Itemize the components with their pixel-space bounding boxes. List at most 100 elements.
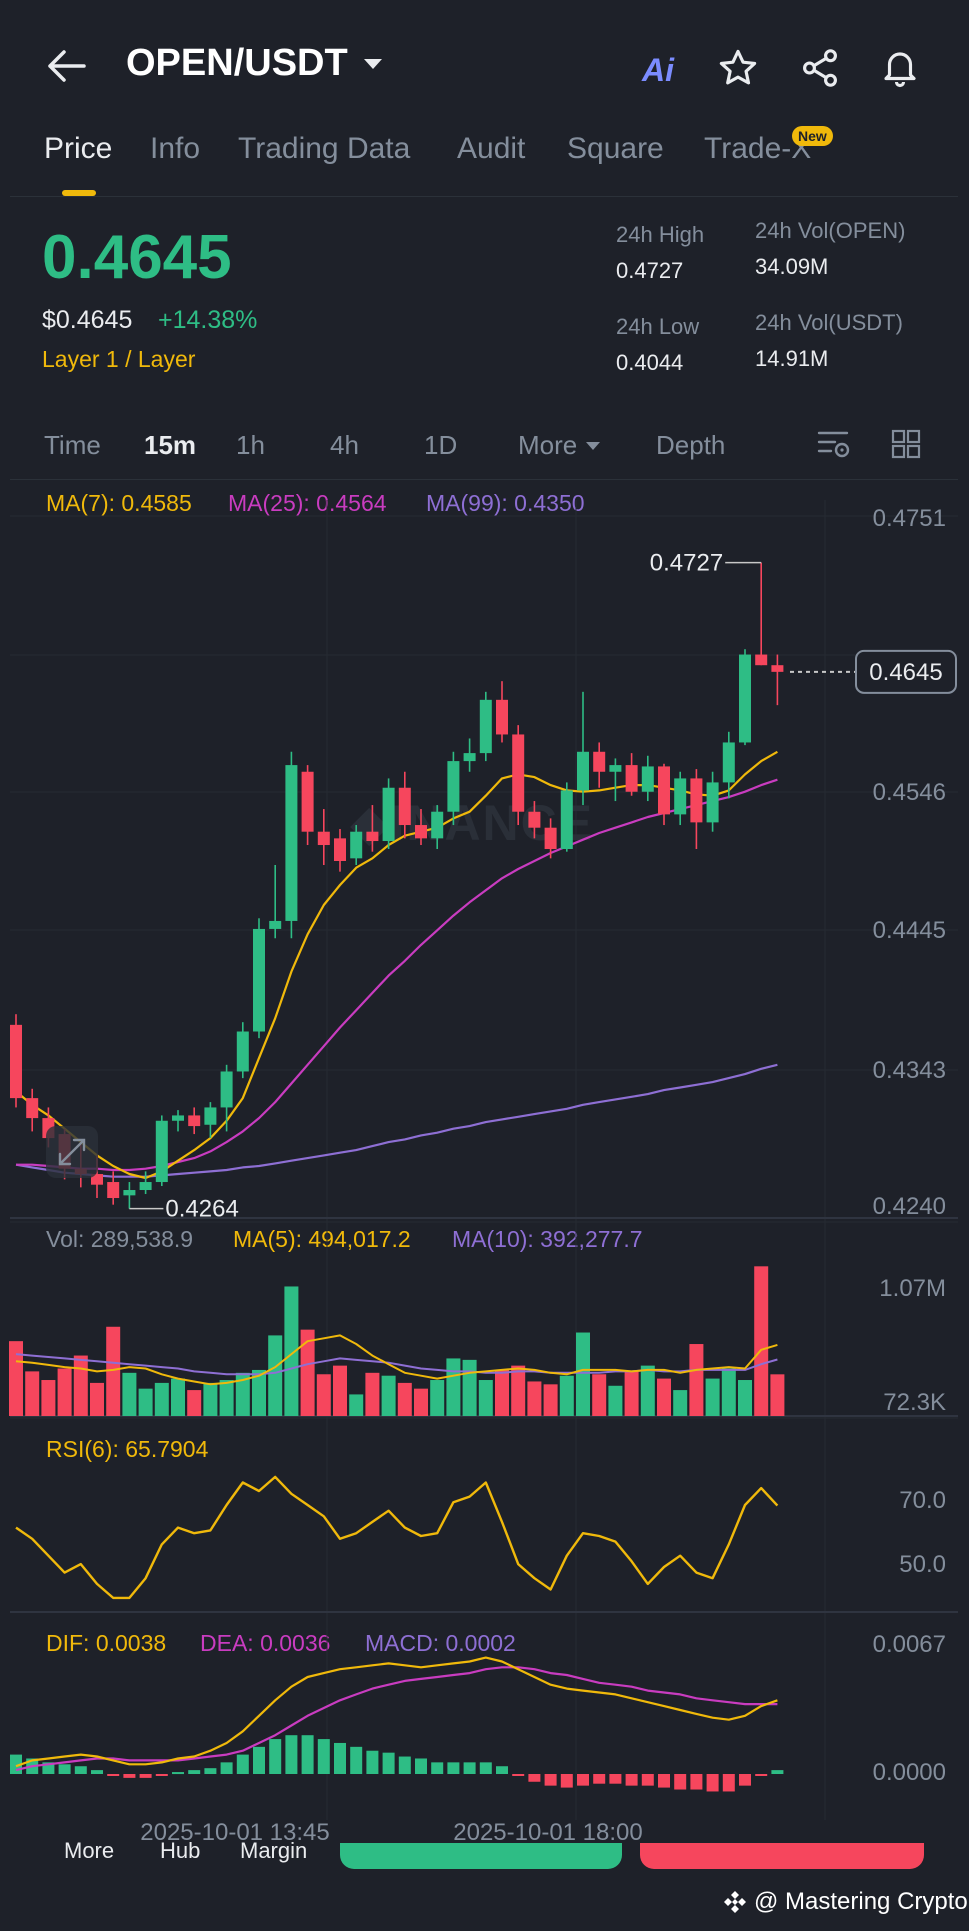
interval-1h[interactable]: 1h — [236, 430, 265, 460]
candle-body — [755, 654, 768, 666]
buy-button[interactable] — [340, 1843, 622, 1869]
candle — [722, 731, 735, 799]
candle-body — [236, 1031, 249, 1072]
rsi-tick: 50.0 — [899, 1551, 946, 1578]
sell-button[interactable] — [640, 1843, 924, 1869]
tab-trading-data[interactable]: Trading Data — [238, 132, 411, 165]
candle — [706, 771, 719, 832]
tab-audit[interactable]: Audit — [457, 132, 526, 165]
ma25-line — [16, 778, 778, 1172]
current-price-tag[interactable] — [855, 649, 957, 694]
candle — [528, 801, 541, 839]
macd-bar — [625, 1774, 638, 1786]
volume-bar — [90, 1382, 104, 1416]
category-link[interactable]: Layer 1 / Layer — [42, 346, 196, 372]
macd-bar — [593, 1774, 606, 1784]
volume-bar — [57, 1368, 72, 1416]
volume-bar — [349, 1394, 364, 1416]
bell-icon[interactable] — [872, 40, 928, 96]
dif-legend: DIF: 0.0038 — [46, 1630, 167, 1656]
candle — [544, 818, 557, 859]
macd-bar — [706, 1774, 719, 1792]
macd-bar — [123, 1774, 136, 1778]
volume-bar — [576, 1332, 590, 1416]
vol-ma5-line — [15, 1334, 778, 1386]
tab-price[interactable]: Price — [44, 132, 113, 165]
macd-series — [10, 1656, 784, 1792]
nav-more[interactable]: More — [64, 1838, 115, 1863]
interval-15m[interactable]: 15m — [144, 430, 197, 460]
candle — [463, 738, 476, 772]
ma99-legend: MA(99): 0.4350 — [426, 490, 585, 516]
volume-bar — [430, 1380, 445, 1416]
rsi-tick: 70.0 — [899, 1487, 946, 1514]
candle-body — [398, 787, 411, 826]
vol-ma10-legend: MA(10): 392,277.7 — [452, 1226, 643, 1252]
pair-title: OPEN/USDT — [126, 42, 348, 84]
vol-ma5-legend: MA(5): 494,017.2 — [233, 1226, 411, 1252]
rsi-series — [15, 1475, 779, 1600]
volume-bar — [543, 1384, 558, 1416]
interval-4h[interactable]: 4h — [330, 430, 359, 460]
candle-body — [107, 1182, 120, 1199]
interval-1d[interactable]: 1D — [424, 430, 458, 460]
volume-bar — [138, 1388, 153, 1416]
candle-body — [139, 1182, 152, 1191]
macd-bar — [658, 1774, 670, 1788]
tab-info[interactable]: Info — [150, 132, 201, 165]
candle-body — [123, 1190, 136, 1196]
macd-bar — [577, 1774, 589, 1786]
macd-legend: MACD: 0.0002 — [365, 1630, 516, 1656]
ai-button[interactable]: Ai — [630, 42, 686, 98]
interval-time[interactable]: Time — [44, 430, 101, 460]
candle-body — [415, 825, 427, 839]
candle — [739, 649, 751, 746]
grid-layout-icon[interactable] — [878, 416, 934, 472]
kline-chart[interactable]: ◆INANCE 0.4751 0.4546 0.4445 0.4343 0.42… — [0, 480, 969, 1840]
candle-body — [463, 753, 476, 762]
chart-settings-icon[interactable] — [806, 416, 862, 472]
macd-bar — [690, 1774, 703, 1790]
volume-bar — [738, 1380, 752, 1416]
back-arrow-icon[interactable] — [38, 38, 94, 94]
volume-bar — [9, 1341, 23, 1416]
interval-depth[interactable]: Depth — [656, 430, 726, 460]
high-label: 24h High — [616, 222, 705, 247]
candle — [285, 751, 298, 939]
macd-bar — [512, 1774, 525, 1776]
macd-bar — [382, 1752, 395, 1774]
grid — [10, 500, 958, 1820]
ma99-line — [15, 1063, 778, 1178]
macd-bar — [463, 1762, 476, 1774]
macd-bar — [496, 1766, 508, 1774]
candle — [10, 1014, 22, 1108]
volume-bar — [592, 1374, 607, 1416]
interval-more[interactable]: More — [518, 430, 601, 461]
tab-square[interactable]: Square — [567, 132, 664, 165]
macd-bar — [172, 1772, 184, 1775]
candle — [317, 809, 330, 865]
candle-body — [577, 751, 589, 791]
macd-bar — [91, 1770, 103, 1774]
star-icon[interactable] — [710, 40, 766, 96]
candle-body — [91, 1174, 103, 1185]
volume-bar — [624, 1371, 639, 1416]
binance-logo-icon — [724, 1891, 746, 1913]
candle-body — [560, 790, 573, 850]
share-icon[interactable] — [792, 40, 848, 96]
volume-bar — [235, 1372, 250, 1416]
candle-body — [285, 765, 298, 921]
expand-icon[interactable] — [46, 1126, 98, 1178]
macd-bar — [236, 1754, 249, 1774]
candle-body — [739, 654, 751, 743]
volume-bar — [284, 1286, 299, 1416]
candle-body — [496, 699, 508, 735]
macd-bar — [204, 1768, 217, 1774]
candle-body — [641, 766, 654, 792]
volume-bar — [73, 1355, 88, 1416]
watermark: @ Mastering Crypto — [722, 1888, 968, 1916]
candle — [593, 742, 606, 788]
pair-selector[interactable]: OPEN/USDT — [126, 42, 384, 85]
nav-margin[interactable]: Margin — [240, 1838, 308, 1863]
nav-hub[interactable]: Hub — [160, 1838, 201, 1863]
